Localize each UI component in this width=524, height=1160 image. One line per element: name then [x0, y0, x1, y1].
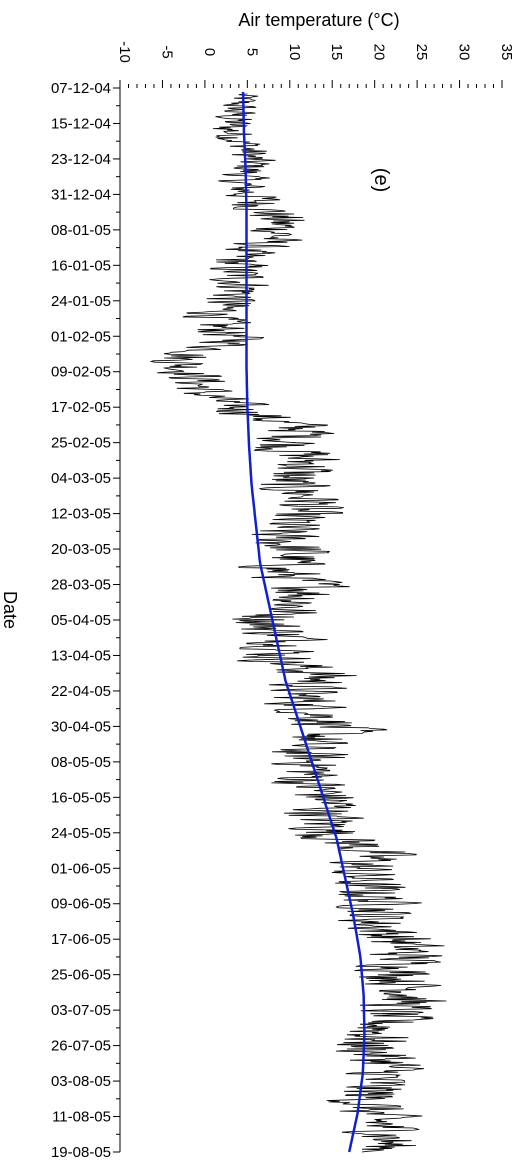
y-ticks: [113, 87, 120, 1153]
x-tick-label: 10: [286, 44, 303, 61]
x-axis-title: Air temperature (°C): [238, 10, 399, 30]
y-tick-label: 28-03-05: [51, 577, 111, 594]
y-tick-label: 03-08-05: [51, 1073, 111, 1090]
x-tick-label: 35: [498, 44, 515, 61]
x-tick-labels: -10 -5 0 5 10 15 20 25 30 35: [116, 41, 515, 63]
y-tick-label: 04-03-05: [51, 470, 111, 487]
y-tick-label: 25-02-05: [51, 435, 111, 452]
x-tick-label: 5: [243, 48, 260, 56]
y-tick-label: 09-02-05: [51, 364, 111, 381]
y-tick-label: 15-12-04: [51, 115, 111, 132]
y-tick-label: 25-06-05: [51, 967, 111, 984]
y-tick-label: 30-04-05: [51, 718, 111, 735]
y-tick-label: 03-07-05: [51, 1002, 111, 1019]
x-tick-label: 20: [371, 44, 388, 61]
y-tick-label: 22-04-05: [51, 683, 111, 700]
trend-curve: [241, 91, 366, 1153]
y-tick-label: 24-01-05: [51, 293, 111, 310]
y-tick-labels: 07-12-04 15-12-04 23-12-04 31-12-04 08-01-05…: [51, 80, 111, 1160]
y-tick-label: 23-12-04: [51, 151, 111, 168]
panel-label: (e): [370, 168, 392, 192]
y-tick-label: 16-05-05: [51, 789, 111, 806]
x-tick-label: 0: [201, 48, 218, 56]
y-tick-label: 01-06-05: [51, 860, 111, 877]
y-tick-label: 26-07-05: [51, 1038, 111, 1055]
y-tick-label: 13-04-05: [51, 647, 111, 664]
y-tick-label: 09-06-05: [51, 896, 111, 913]
y-tick-label: 05-04-05: [51, 612, 111, 629]
y-tick-label: 12-03-05: [51, 506, 111, 523]
x-ticks: [119, 80, 503, 88]
y-tick-label: 07-12-04: [51, 80, 111, 97]
x-tick-label: -5: [158, 45, 175, 58]
y-tick-label: 08-01-05: [51, 222, 111, 239]
x-tick-label: 15: [328, 44, 345, 61]
y-tick-label: 01-02-05: [51, 328, 111, 345]
x-tick-label: -10: [116, 41, 133, 63]
y-tick-label: 11-08-05: [52, 1109, 111, 1126]
y-tick-label: 08-05-05: [51, 754, 111, 771]
y-tick-label: 20-03-05: [51, 541, 111, 558]
y-tick-label: 17-06-05: [51, 931, 111, 948]
y-tick-label: 31-12-04: [51, 186, 111, 203]
observed-temperature-series: [149, 93, 447, 1153]
y-axis-title: Date: [0, 591, 20, 629]
y-tick-label: 16-01-05: [51, 257, 111, 274]
x-tick-label: 25: [413, 44, 430, 61]
y-tick-label: 17-02-05: [51, 399, 111, 416]
y-tick-label: 19-08-05: [51, 1144, 111, 1160]
x-tick-label: 30: [456, 44, 473, 61]
y-tick-label: 24-05-05: [51, 825, 111, 842]
